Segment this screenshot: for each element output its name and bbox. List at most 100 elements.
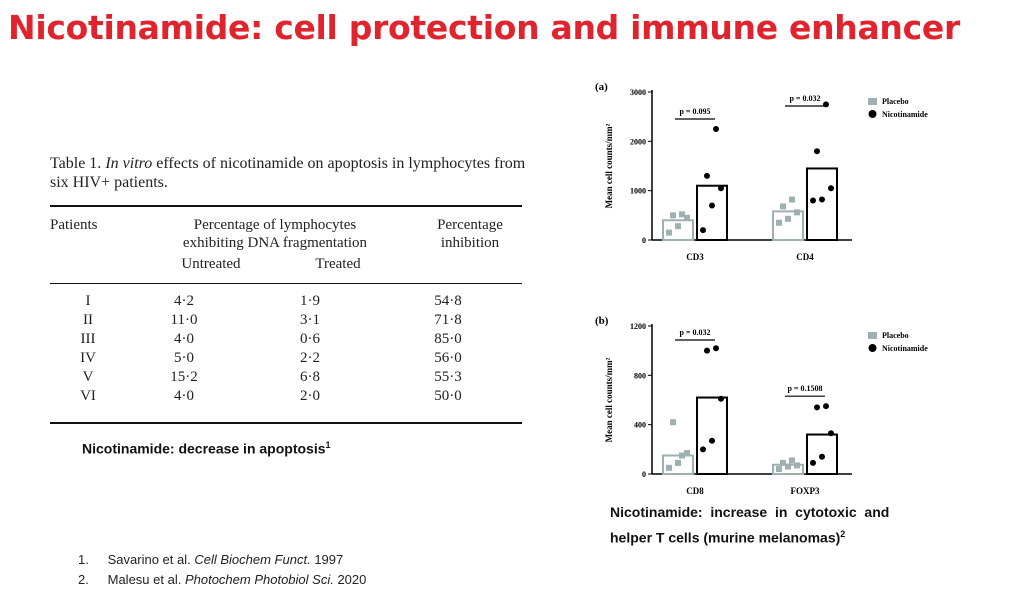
table-header-rule (50, 283, 522, 284)
data-point-placebo (670, 212, 676, 219)
cell-patient: III (80, 331, 96, 347)
data-point-nicotinamide (704, 347, 710, 354)
y-tick-label: 1000 (630, 187, 646, 196)
panel-label: (a) (595, 81, 608, 93)
cell-patient: VI (80, 388, 96, 404)
y-axis-label: Mean cell counts/mm² (604, 357, 614, 442)
table-caption-rest: effects of nicotinamide on apoptosis in … (50, 155, 526, 191)
tcell-note: Nicotinamide: increase in cytotoxic and … (610, 501, 940, 549)
reference-1-authors: Savarino et al. (107, 552, 191, 567)
cell-inhibition: 56·0 (434, 350, 462, 366)
table-caption-prefix: Table 1. (50, 155, 102, 172)
legend-label-placebo: Placebo (882, 331, 909, 340)
legend-label-placebo: Placebo (882, 97, 909, 106)
data-point-nicotinamide (828, 185, 834, 192)
category-label: CD8 (686, 486, 704, 496)
cell-inhibition: 71·8 (434, 312, 462, 328)
data-point-placebo (789, 196, 795, 203)
reference-2: 2. Malesu et al. Photochem Photobiol Sci… (78, 570, 366, 590)
data-point-placebo (789, 457, 795, 464)
cell-patient: II (83, 312, 93, 328)
data-point-placebo (794, 209, 800, 216)
category-label: CD4 (796, 252, 814, 262)
bar-nicotinamide (696, 184, 728, 241)
cell-treated: 0·6 (300, 331, 320, 347)
cell-inhibition: 85·0 (434, 331, 462, 347)
y-tick-label: 1200 (630, 322, 646, 331)
cell-inhibition: 50·0 (434, 388, 462, 404)
data-point-nicotinamide (823, 403, 829, 410)
data-point-nicotinamide (718, 185, 724, 192)
y-tick-label: 3000 (630, 88, 646, 97)
tcell-note-sup: 2 (840, 529, 846, 539)
header-inhibition-line1: Percentage (437, 217, 503, 233)
legend-swatch-nicotinamide (868, 344, 877, 352)
data-point-placebo (684, 450, 690, 457)
data-point-nicotinamide (704, 172, 710, 179)
data-point-placebo (666, 464, 672, 471)
bar-placebo (662, 454, 694, 475)
bar-nicotinamide (806, 167, 838, 241)
cell-treated: 6·8 (300, 369, 320, 385)
header-patients: Patients (50, 217, 98, 233)
y-tick-label: 0 (642, 236, 646, 245)
pvalue-label: p = 0.1508 (787, 384, 822, 393)
cell-treated: 3·1 (300, 312, 320, 328)
cell-untreated: 11·0 (170, 312, 198, 328)
data-point-nicotinamide (713, 126, 719, 132)
slide-title: Nicotinamide: cell protection and immune… (8, 8, 960, 47)
data-point-placebo (785, 215, 791, 222)
cell-untreated: 4·0 (174, 388, 194, 404)
cell-patient: IV (80, 350, 96, 366)
legend-label-nicotinamide: Nicotinamide (882, 110, 928, 119)
data-point-nicotinamide (819, 453, 825, 460)
panel-label: (b) (595, 315, 609, 327)
reference-1-num: 1. (78, 552, 89, 567)
data-point-placebo (794, 462, 800, 469)
header-inhibition-line2: inhibition (440, 235, 500, 251)
chart-panel-a: (a) Mean cell counts/mm² 0 1000 2000 3000 CD3 p… (595, 81, 928, 262)
y-tick-label: 2000 (630, 137, 646, 146)
reference-2-num: 2. (78, 572, 89, 587)
table-caption-italic: In vitro (105, 155, 153, 172)
reference-2-journal: Photochem Photobiol Sci. (184, 572, 334, 587)
y-tick-label: 800 (634, 371, 646, 380)
bar-placebo (662, 219, 694, 241)
data-point-nicotinamide (819, 196, 825, 203)
data-point-placebo (776, 219, 782, 226)
tcell-note-line2-wrap: helper T cells (murine melanomas)2 (610, 523, 940, 549)
apoptosis-note-text: Nicotinamide: decrease in apoptosis (82, 440, 326, 457)
data-point-placebo (780, 203, 786, 210)
cell-treated: 1·9 (300, 293, 320, 309)
data-point-nicotinamide (709, 202, 715, 209)
cell-inhibition: 55·3 (434, 369, 462, 385)
pvalue-label: p = 0.032 (789, 94, 820, 103)
bar-nicotinamide (696, 396, 728, 475)
apoptosis-note-sup: 1 (325, 440, 331, 450)
legend-swatch-placebo (868, 332, 877, 339)
cell-inhibition: 54·8 (434, 293, 462, 309)
data-point-nicotinamide (718, 395, 724, 402)
cell-untreated: 15·2 (170, 369, 198, 385)
reference-2-year: 2020 (337, 572, 367, 587)
data-point-nicotinamide (828, 430, 834, 437)
references: 1. Savarino et al. Cell Biochem Funct. 1… (78, 550, 366, 590)
chart-panel-b: (b) Mean cell counts/mm² 0 400 800 1200 CD8 p =… (595, 315, 928, 496)
table-caption: Table 1. In vitro effects of nicotinamid… (50, 154, 530, 192)
data-point-placebo (684, 214, 690, 221)
category-label: FOXP3 (791, 486, 820, 496)
bar-nicotinamide (806, 433, 838, 475)
data-point-placebo (780, 459, 786, 466)
bar-placebo (772, 210, 804, 242)
data-point-nicotinamide (700, 446, 706, 453)
y-tick-label: 400 (634, 421, 646, 430)
y-tick-label: 0 (642, 470, 646, 479)
cell-untreated: 5·0 (174, 350, 194, 366)
data-point-placebo (666, 229, 672, 236)
reference-1: 1. Savarino et al. Cell Biochem Funct. 1… (78, 550, 366, 570)
y-axis-label: Mean cell counts/mm² (604, 123, 614, 208)
cell-treated: 2·0 (300, 388, 320, 404)
header-untreated: Untreated (181, 256, 241, 272)
data-point-placebo (670, 419, 676, 426)
data-point-placebo (675, 459, 681, 466)
